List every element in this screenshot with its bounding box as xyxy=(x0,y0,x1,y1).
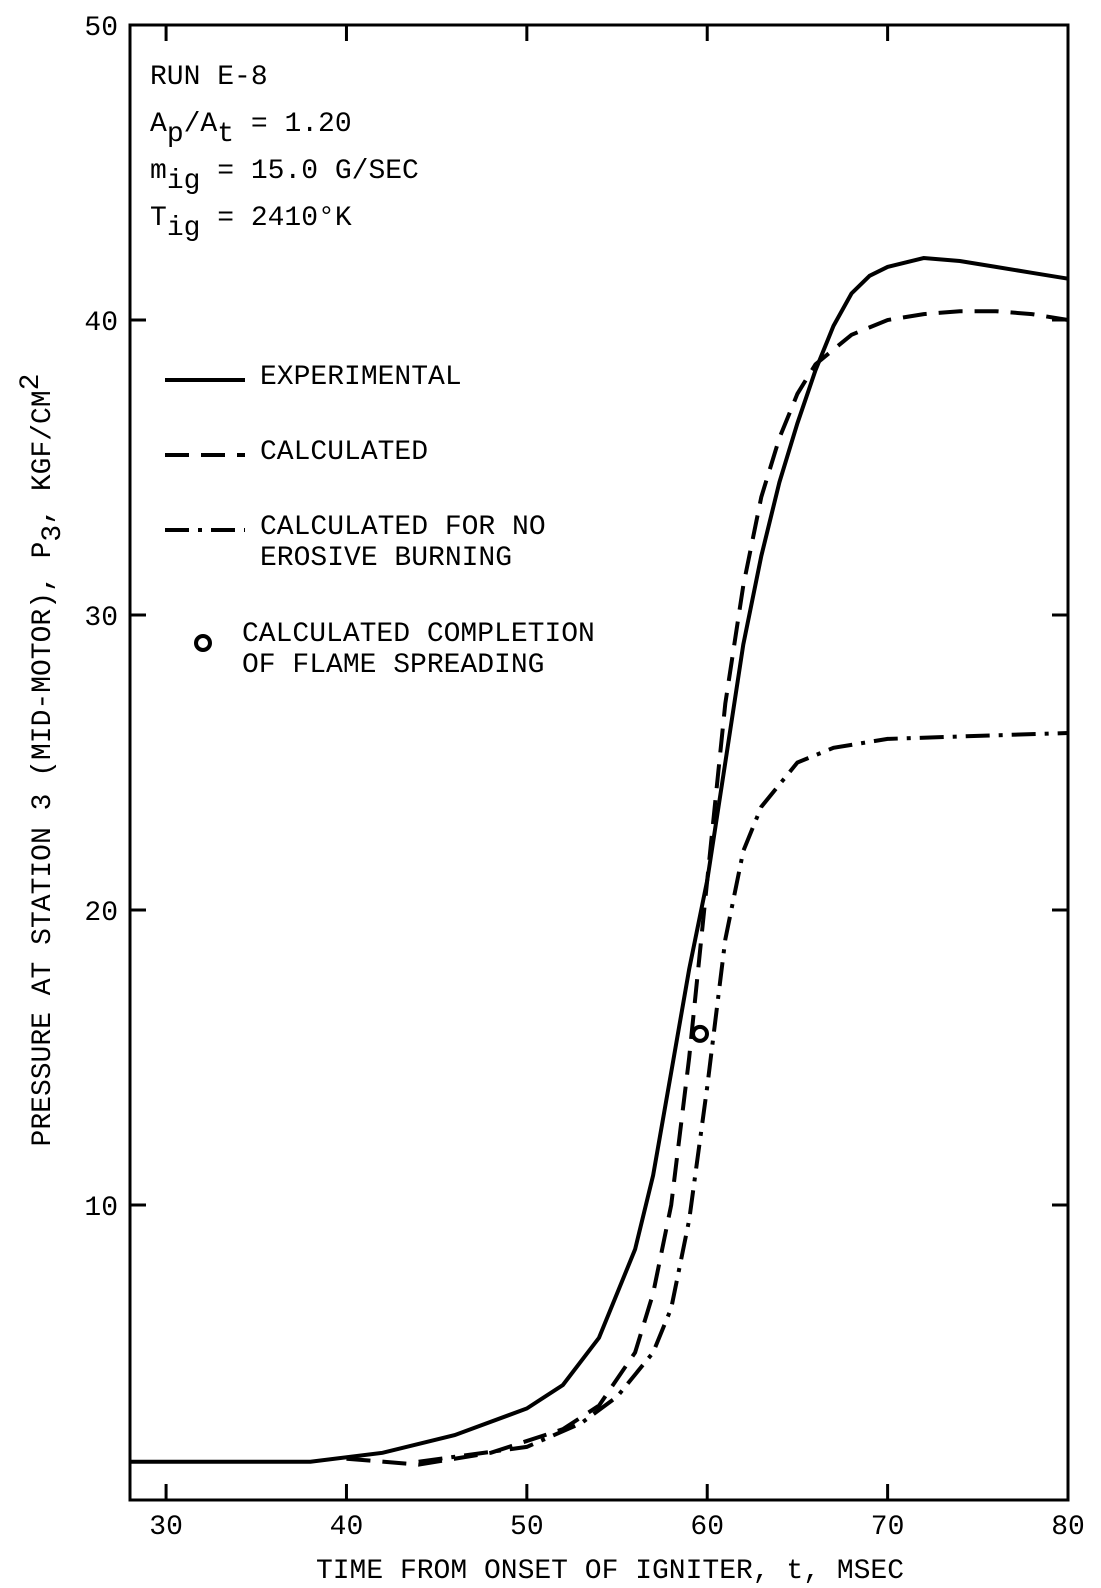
annotation-part: RUN E-8 xyxy=(150,62,268,93)
y-tick-label: 20 xyxy=(84,898,118,929)
x-axis-label: TIME FROM ONSET OF IGNITER, t, MSEC xyxy=(316,1556,904,1587)
legend-label: EXPERIMENTAL xyxy=(260,362,462,393)
y-tick-label: 50 xyxy=(84,13,118,44)
annotation-part: /A xyxy=(184,109,218,140)
annotation-part: m xyxy=(150,156,167,187)
y-tick-label: 10 xyxy=(84,1193,118,1224)
x-tick-label: 30 xyxy=(149,1512,183,1543)
y-tick-label: 30 xyxy=(84,603,118,634)
y-axis-label-part: PRESSURE AT STATION 3 (MID-MOTOR), P xyxy=(28,542,59,1147)
annotation-part: t xyxy=(217,119,234,150)
flame-spread-marker xyxy=(691,1024,710,1043)
y-axis-label-part: , KGF/CM xyxy=(28,390,59,524)
annotation: RUN E-8 xyxy=(150,62,268,93)
y-axis-label: PRESSURE AT STATION 3 (MID-MOTOR), P3, K… xyxy=(16,374,69,1147)
series-line xyxy=(346,309,1069,1467)
annotation-part: p xyxy=(167,119,184,150)
y-tick-label: 40 xyxy=(84,308,118,339)
annotation-part: = 15.0 G/SEC xyxy=(200,156,418,187)
annotation: Tig = 2410°K xyxy=(150,203,352,244)
x-tick-label: 80 xyxy=(1051,1512,1085,1543)
legend-label: CALCULATED FOR NO EROSIVE BURNING xyxy=(260,512,546,574)
y-axis-label-part: 2 xyxy=(16,374,47,391)
annotation-part: ig xyxy=(167,166,201,197)
annotation: Ap/At = 1.20 xyxy=(150,109,352,150)
legend-label: CALCULATED xyxy=(260,437,429,468)
x-tick-label: 60 xyxy=(690,1512,724,1543)
x-tick-label: 50 xyxy=(510,1512,544,1543)
series-line xyxy=(130,255,1069,1464)
annotation-part: A xyxy=(150,109,167,140)
annotation-part: ig xyxy=(167,213,201,244)
plot-frame xyxy=(128,23,1070,1502)
annotation: mig = 15.0 G/SEC xyxy=(150,156,419,197)
series-line xyxy=(418,731,1069,1464)
annotation-part: = 1.20 xyxy=(234,109,352,140)
legend-marker xyxy=(194,634,212,652)
x-tick-label: 70 xyxy=(871,1512,905,1543)
y-axis-label-part: 3 xyxy=(38,525,69,542)
annotation-part: = 2410°K xyxy=(200,203,351,234)
annotation-part: T xyxy=(150,203,167,234)
legend-label: CALCULATED COMPLETION OF FLAME SPREADING xyxy=(242,619,595,681)
x-tick-label: 40 xyxy=(330,1512,364,1543)
